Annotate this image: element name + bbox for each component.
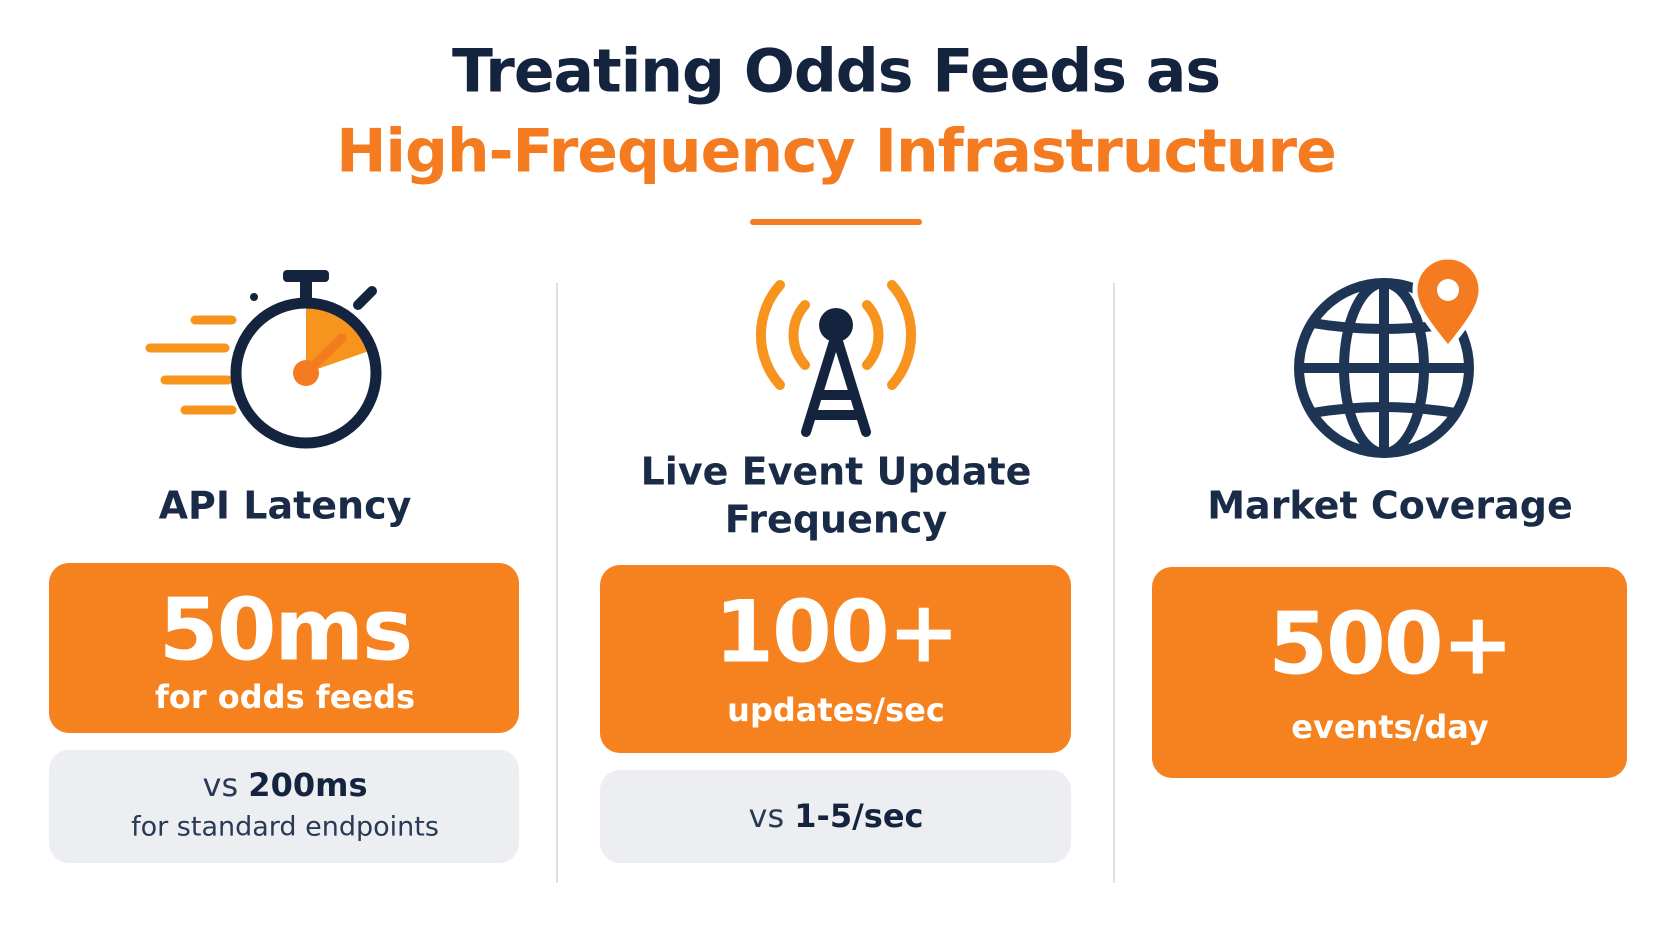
- metric-value: 500+: [1268, 594, 1512, 694]
- title-line2: High-Frequency Infrastructure: [336, 117, 1336, 187]
- metric-value: 100+: [714, 582, 958, 682]
- comparison-box: [600, 770, 1071, 863]
- metric-value: 50ms: [159, 580, 411, 680]
- metric-label: Market Coverage: [1207, 484, 1573, 528]
- metric-label: Frequency: [725, 498, 948, 542]
- metric-label: API Latency: [159, 484, 412, 528]
- stopwatch-icon: [145, 270, 382, 449]
- comparison-prefix: vs: [749, 797, 785, 835]
- comparison-note: for standard endpoints: [131, 812, 439, 843]
- comparison-box: [49, 750, 519, 863]
- metric-unit: for odds feeds: [155, 678, 415, 716]
- title-line1: Treating Odds Feeds as: [452, 37, 1220, 107]
- title-underline: [750, 219, 922, 225]
- metric-box: [1152, 567, 1627, 778]
- metric-box: [600, 565, 1071, 753]
- metric-label: Live Event Update: [641, 450, 1032, 494]
- globe-icon: [1294, 254, 1484, 458]
- comparison-prefix: vs: [203, 766, 239, 804]
- metric-unit: events/day: [1291, 708, 1489, 746]
- tower-icon: [755, 280, 917, 437]
- metric-box: [49, 563, 519, 733]
- metric-unit: updates/sec: [727, 691, 945, 729]
- comparison-value: 200ms: [248, 766, 367, 804]
- comparison-value: 1-5/sec: [794, 797, 923, 835]
- comparison: vs 200ms: [203, 766, 368, 804]
- comparison: vs 1-5/sec: [749, 797, 924, 835]
